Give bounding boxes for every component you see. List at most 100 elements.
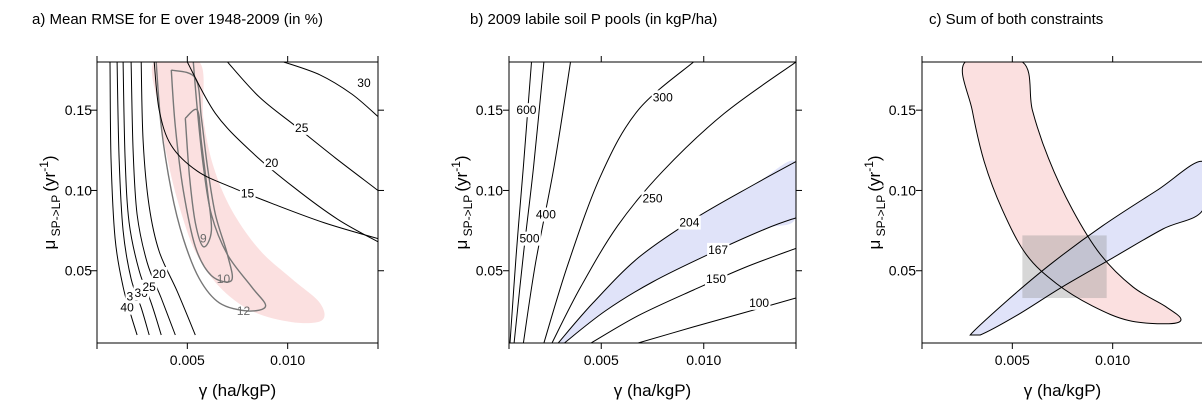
x-tick-label: 0.010	[1095, 352, 1130, 368]
panel-1: b) 2009 labile soil P pools (in kgP/ha) 6…	[449, 11, 802, 400]
contour-label: 167	[708, 243, 728, 257]
contour-line-15	[153, 62, 378, 240]
contour-line-35	[116, 62, 150, 336]
panel-title: a) Mean RMSE for E over 1948-2009 (in %)	[32, 11, 323, 28]
blue-constraint-region	[558, 160, 796, 343]
contour-label-bg	[294, 120, 310, 135]
contour-label: 150	[706, 272, 726, 286]
contour-label-bg	[151, 266, 168, 281]
contour-label-bg	[651, 90, 675, 105]
contour-line-500	[513, 62, 545, 343]
contour-label: 204	[679, 216, 699, 230]
y-axis-label: μ SP->LP (yr-1)	[37, 155, 63, 249]
contour-line-25	[130, 62, 176, 336]
contour-label: 12	[237, 304, 251, 318]
contour-line-30	[122, 62, 162, 336]
y-tick-label: 0.10	[476, 182, 503, 198]
contour-label: 25	[295, 121, 309, 135]
contour-label-bg	[678, 215, 701, 230]
contour-label-bg	[534, 207, 558, 222]
contour-label-bg	[515, 103, 538, 118]
blue-region-edge	[969, 160, 1202, 336]
y-label-subscript: SP->LP	[49, 192, 63, 240]
panels: a) Mean RMSE for E over 1948-2009 (in %)…	[32, 11, 1202, 400]
plot-area	[961, 62, 1202, 336]
contour-line-167	[564, 217, 796, 343]
contour-label-bg	[119, 300, 136, 315]
y-label-close: )	[452, 155, 471, 161]
y-axis-label-text: μ SP->LP (yr-1)	[862, 155, 888, 249]
x-axis-label: γ (ha/kgP)	[199, 381, 276, 400]
y-label-symbol: μ	[452, 240, 471, 250]
contour-label: 300	[653, 90, 673, 104]
y-tick-label: 0.10	[889, 182, 916, 198]
contour-label: 20	[153, 267, 167, 281]
y-axis-label-text: μ SP->LP (yr-1)	[37, 155, 63, 249]
contour-label: 500	[519, 232, 539, 246]
grey-contour-10	[170, 69, 234, 283]
panel-title: c) Sum of both constraints	[929, 11, 1103, 28]
y-tick-label: 0.05	[889, 263, 916, 279]
contour-label-bg	[356, 75, 372, 90]
y-axis-label: μ SP->LP (yr-1)	[449, 155, 475, 249]
x-axis-label: γ (ha/kgP)	[614, 381, 691, 400]
red-constraint-region	[962, 62, 1181, 324]
panel-2: c) Sum of both constraints 0.005 0.010 0.05…	[862, 11, 1202, 400]
contour-label-bg	[641, 191, 664, 206]
contour-line-30	[283, 62, 378, 117]
contour-label: 10	[217, 272, 231, 286]
y-tick-label: 0.15	[65, 102, 92, 118]
y-label-exponent: -1	[862, 161, 876, 172]
plot-frame	[921, 61, 1202, 344]
plot-frame	[508, 61, 797, 344]
contour-label: 40	[120, 301, 134, 315]
y-tick-label: 0.05	[65, 263, 92, 279]
contour-label: 250	[642, 191, 662, 205]
plot-frame	[96, 61, 379, 344]
grey-contour-9	[184, 108, 213, 248]
contour-label: 20	[265, 156, 279, 170]
contour-label: 100	[749, 296, 769, 310]
x-tick-label: 0.005	[584, 352, 619, 368]
contour-label: 15	[241, 187, 255, 201]
contour-line-40	[109, 62, 138, 336]
contour-label: 9	[200, 232, 207, 246]
contour-line-204	[557, 161, 796, 343]
contour-line-100	[637, 297, 796, 343]
contour-label-bg	[263, 156, 280, 171]
y-label-symbol: μ	[40, 240, 59, 250]
blue-constraint-region	[970, 161, 1202, 335]
plot-area: 600 500 400 300 250 204 167 150 100	[509, 62, 796, 343]
y-label-exponent: -1	[37, 161, 51, 172]
contour-line-250	[551, 62, 796, 343]
y-axis-label-text: μ SP->LP (yr-1)	[449, 155, 475, 249]
grey-contour-12	[155, 62, 267, 312]
panel-title: b) 2009 labile soil P pools (in kgP/ha)	[470, 11, 717, 28]
contour-label-bg	[518, 231, 541, 246]
contour-label: 30	[357, 76, 371, 90]
y-axis-label: μ SP->LP (yr-1)	[862, 155, 888, 249]
x-tick-label: 0.010	[686, 352, 721, 368]
y-label-close: )	[40, 155, 59, 161]
x-tick-label: 0.005	[995, 352, 1030, 368]
y-label-unit: (yr	[865, 171, 884, 191]
x-tick-label: 0.010	[270, 352, 305, 368]
red-constraint-region	[151, 62, 325, 324]
panel-0: a) Mean RMSE for E over 1948-2009 (in %)…	[32, 11, 384, 400]
contour-label-bg	[707, 242, 730, 257]
y-label-symbol: μ	[865, 240, 884, 250]
contour-label: 25	[143, 280, 157, 294]
y-label-exponent: -1	[449, 161, 463, 172]
contour-label: 600	[516, 103, 536, 117]
y-label-unit: (yr	[452, 171, 471, 191]
y-label-subscript: SP->LP	[461, 192, 475, 240]
red-region-edge	[961, 62, 1182, 325]
y-label-subscript: SP->LP	[874, 192, 888, 240]
y-tick-label: 0.15	[476, 102, 503, 118]
contour-label-bg	[141, 279, 158, 294]
contour-line-150	[590, 247, 796, 343]
contour-label: 400	[536, 208, 556, 222]
y-label-unit: (yr	[40, 171, 59, 191]
